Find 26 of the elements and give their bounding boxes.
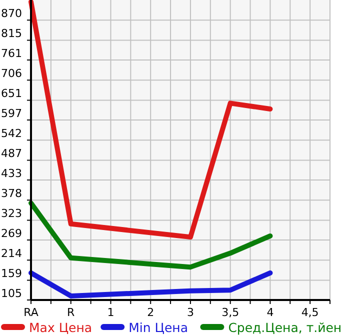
x-tick-label: 3,5 [222, 306, 240, 319]
y-tick-label: 323 [1, 207, 22, 220]
x-tick-label: 2 [147, 306, 154, 319]
y-tick-label: 815 [1, 27, 22, 40]
y-tick-label: 761 [1, 47, 22, 60]
x-tick-label: 4,5 [301, 306, 319, 319]
y-tick-label: 487 [1, 147, 22, 160]
y-tick-label: 378 [1, 187, 22, 200]
y-tick-label: 597 [1, 107, 22, 120]
y-tick-label: 542 [1, 127, 22, 140]
y-tick-label: 269 [1, 227, 22, 240]
y-tick-label: 706 [1, 67, 22, 80]
legend-label: Сред.Цена, т.йен [228, 320, 342, 335]
x-tick-label: 4 [266, 306, 274, 319]
legend-label: Max Цена [29, 320, 92, 335]
y-tick-label: 870 [1, 7, 22, 20]
legend-label: Min Цена [128, 320, 188, 335]
y-tick-label: 651 [1, 87, 22, 100]
y-tick-label: 159 [1, 267, 22, 280]
y-tick-label: 214 [1, 247, 22, 260]
x-tick-label: 3 [186, 306, 194, 319]
x-tick-label: R [67, 306, 76, 319]
y-tick-label: 105 [1, 287, 22, 300]
y-tick-label: 433 [1, 167, 22, 180]
x-tick-label: 1 [107, 306, 114, 319]
x-tick-label: RA [24, 306, 39, 319]
